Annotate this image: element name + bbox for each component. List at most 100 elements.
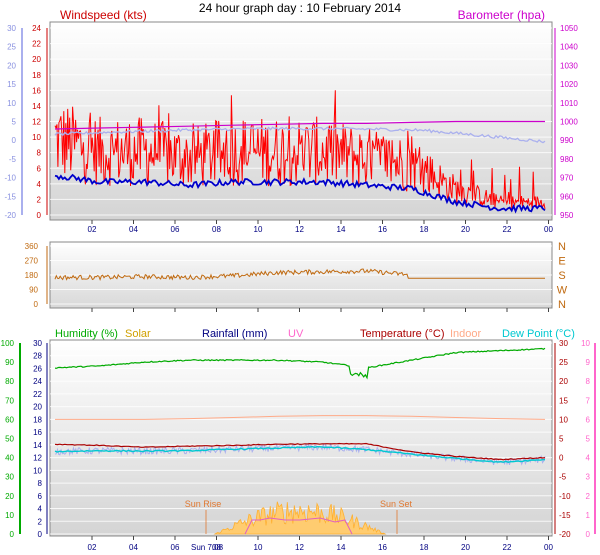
humidity-tick: 80 [5, 377, 14, 386]
rain-tick: 28 [33, 352, 42, 361]
humidity-tick: 100 [1, 339, 15, 348]
humidity-line [54, 347, 546, 380]
x-tick-label: 02 [88, 543, 97, 552]
baro-tick: 990 [560, 136, 574, 145]
baro-tick: 1010 [560, 99, 578, 108]
compass-label: N [558, 299, 566, 311]
direction-tick: 180 [25, 271, 39, 280]
windspeed-tick: 10 [32, 133, 41, 142]
panel2-gridlines [50, 245, 552, 305]
humidity-tick: 10 [5, 511, 14, 520]
compass-label: W [557, 285, 568, 297]
baro-tick: 960 [560, 192, 574, 201]
temperature-tick: 15 [559, 396, 568, 405]
uv-tick: 6 [586, 415, 591, 424]
temperature-tick: -5 [559, 473, 567, 482]
x-tick-label: 08 [212, 543, 221, 552]
temp-tick: 15 [7, 80, 16, 89]
humidity-tick: 30 [5, 473, 14, 482]
temperature-tick: 30 [559, 339, 568, 348]
rain-tick: 10 [33, 466, 42, 475]
windspeed-label: Windspeed (kts) [60, 8, 147, 22]
humidity-tick: 60 [5, 415, 14, 424]
baro-tick: 980 [560, 155, 574, 164]
temp-tick: 30 [7, 24, 16, 33]
baro-tick: 950 [560, 211, 574, 220]
temperature-label: Temperature (°C) [360, 328, 444, 340]
x-tick-label: 06 [171, 225, 180, 234]
sun-set-label: Sun Set [380, 499, 413, 509]
direction-tick: 90 [29, 286, 38, 295]
temperature-tick: 20 [559, 377, 568, 386]
panel1-axes: 024681012141618202224-20-15-10-505101520… [4, 24, 578, 220]
temp-tick: -15 [4, 192, 16, 201]
rain-tick: 2 [38, 517, 43, 526]
direction-tick: 270 [25, 257, 39, 266]
uv-tick: 8 [586, 377, 591, 386]
humidity-tick: 0 [10, 530, 15, 539]
temperature-line [54, 126, 546, 144]
x-tick-label: 20 [461, 543, 470, 552]
x-tick-label: 04 [129, 543, 138, 552]
windspeed-tick: 12 [32, 118, 41, 127]
humidity-tick: 50 [5, 435, 14, 444]
rainfall-label: Rainfall (mm) [202, 328, 267, 340]
panel3-series [54, 347, 546, 535]
x-tick-label: 18 [420, 225, 429, 234]
uv-tick: 2 [586, 492, 591, 501]
baro-tick: 1040 [560, 43, 578, 52]
uv-tick: 1 [586, 511, 591, 520]
indoor-label: Indoor [450, 328, 482, 340]
uv-tick: 3 [586, 473, 591, 482]
dewpoint-label: Dew Point (°C) [502, 328, 575, 340]
panel1-series [54, 90, 546, 214]
temp-tick: 10 [7, 99, 16, 108]
rain-tick: 8 [38, 479, 43, 488]
windspeed-tick: 4 [37, 180, 42, 189]
temperature-tick: 5 [559, 435, 564, 444]
x-tick-label: 20 [461, 225, 470, 234]
wind-direction-line [54, 268, 545, 282]
rain-tick: 20 [33, 403, 42, 412]
x-tick-label: 18 [420, 543, 429, 552]
rain-tick: 16 [33, 428, 42, 437]
temp-tick: -10 [4, 174, 16, 183]
uv-line [244, 517, 353, 535]
temperature-tick: 10 [559, 415, 568, 424]
x-axis-ticks: 02 02 04 04 06 06 08 08 10 10 12 12 14 14 16 16 18 18 20 20… [88, 220, 553, 552]
panel3-plot-area [49, 339, 553, 537]
solar-area [213, 501, 387, 535]
x-tick-label: 10 [254, 543, 263, 552]
panel2-series [54, 268, 545, 282]
uv-tick: 9 [586, 358, 591, 367]
x-tick-label: 10 [254, 225, 263, 234]
temperature-tick: -15 [559, 511, 571, 520]
x-tick-label: 16 [378, 225, 387, 234]
temperature-line [54, 442, 546, 461]
temperature-tick: -20 [559, 530, 571, 539]
uv-tick: 5 [586, 435, 591, 444]
windspeed-tick: 8 [37, 149, 42, 158]
rain-tick: 26 [33, 364, 42, 373]
temp-tick: 5 [12, 118, 17, 127]
x-tick-label: 02 [88, 225, 97, 234]
barometer-line [54, 120, 545, 130]
windspeed-tick: 18 [32, 71, 41, 80]
indoor-line [55, 415, 546, 420]
direction-tick: 0 [34, 300, 39, 309]
temp-tick: 25 [7, 43, 16, 52]
x-tick-label: 00 [544, 543, 553, 552]
windspeed-tick: 14 [32, 102, 41, 111]
dewpoint-line [54, 445, 545, 464]
windspeed-tick: 22 [32, 40, 41, 49]
panel-wind-baro: Windspeed (kts) Barometer (hpa) 02468101… [4, 8, 578, 221]
rain-tick: 22 [33, 390, 42, 399]
compass-label: N [558, 241, 566, 253]
barometer-label: Barometer (hpa) [458, 8, 545, 22]
x-tick-label: 22 [503, 543, 512, 552]
baro-tick: 1000 [560, 118, 578, 127]
rain-tick: 6 [38, 492, 43, 501]
